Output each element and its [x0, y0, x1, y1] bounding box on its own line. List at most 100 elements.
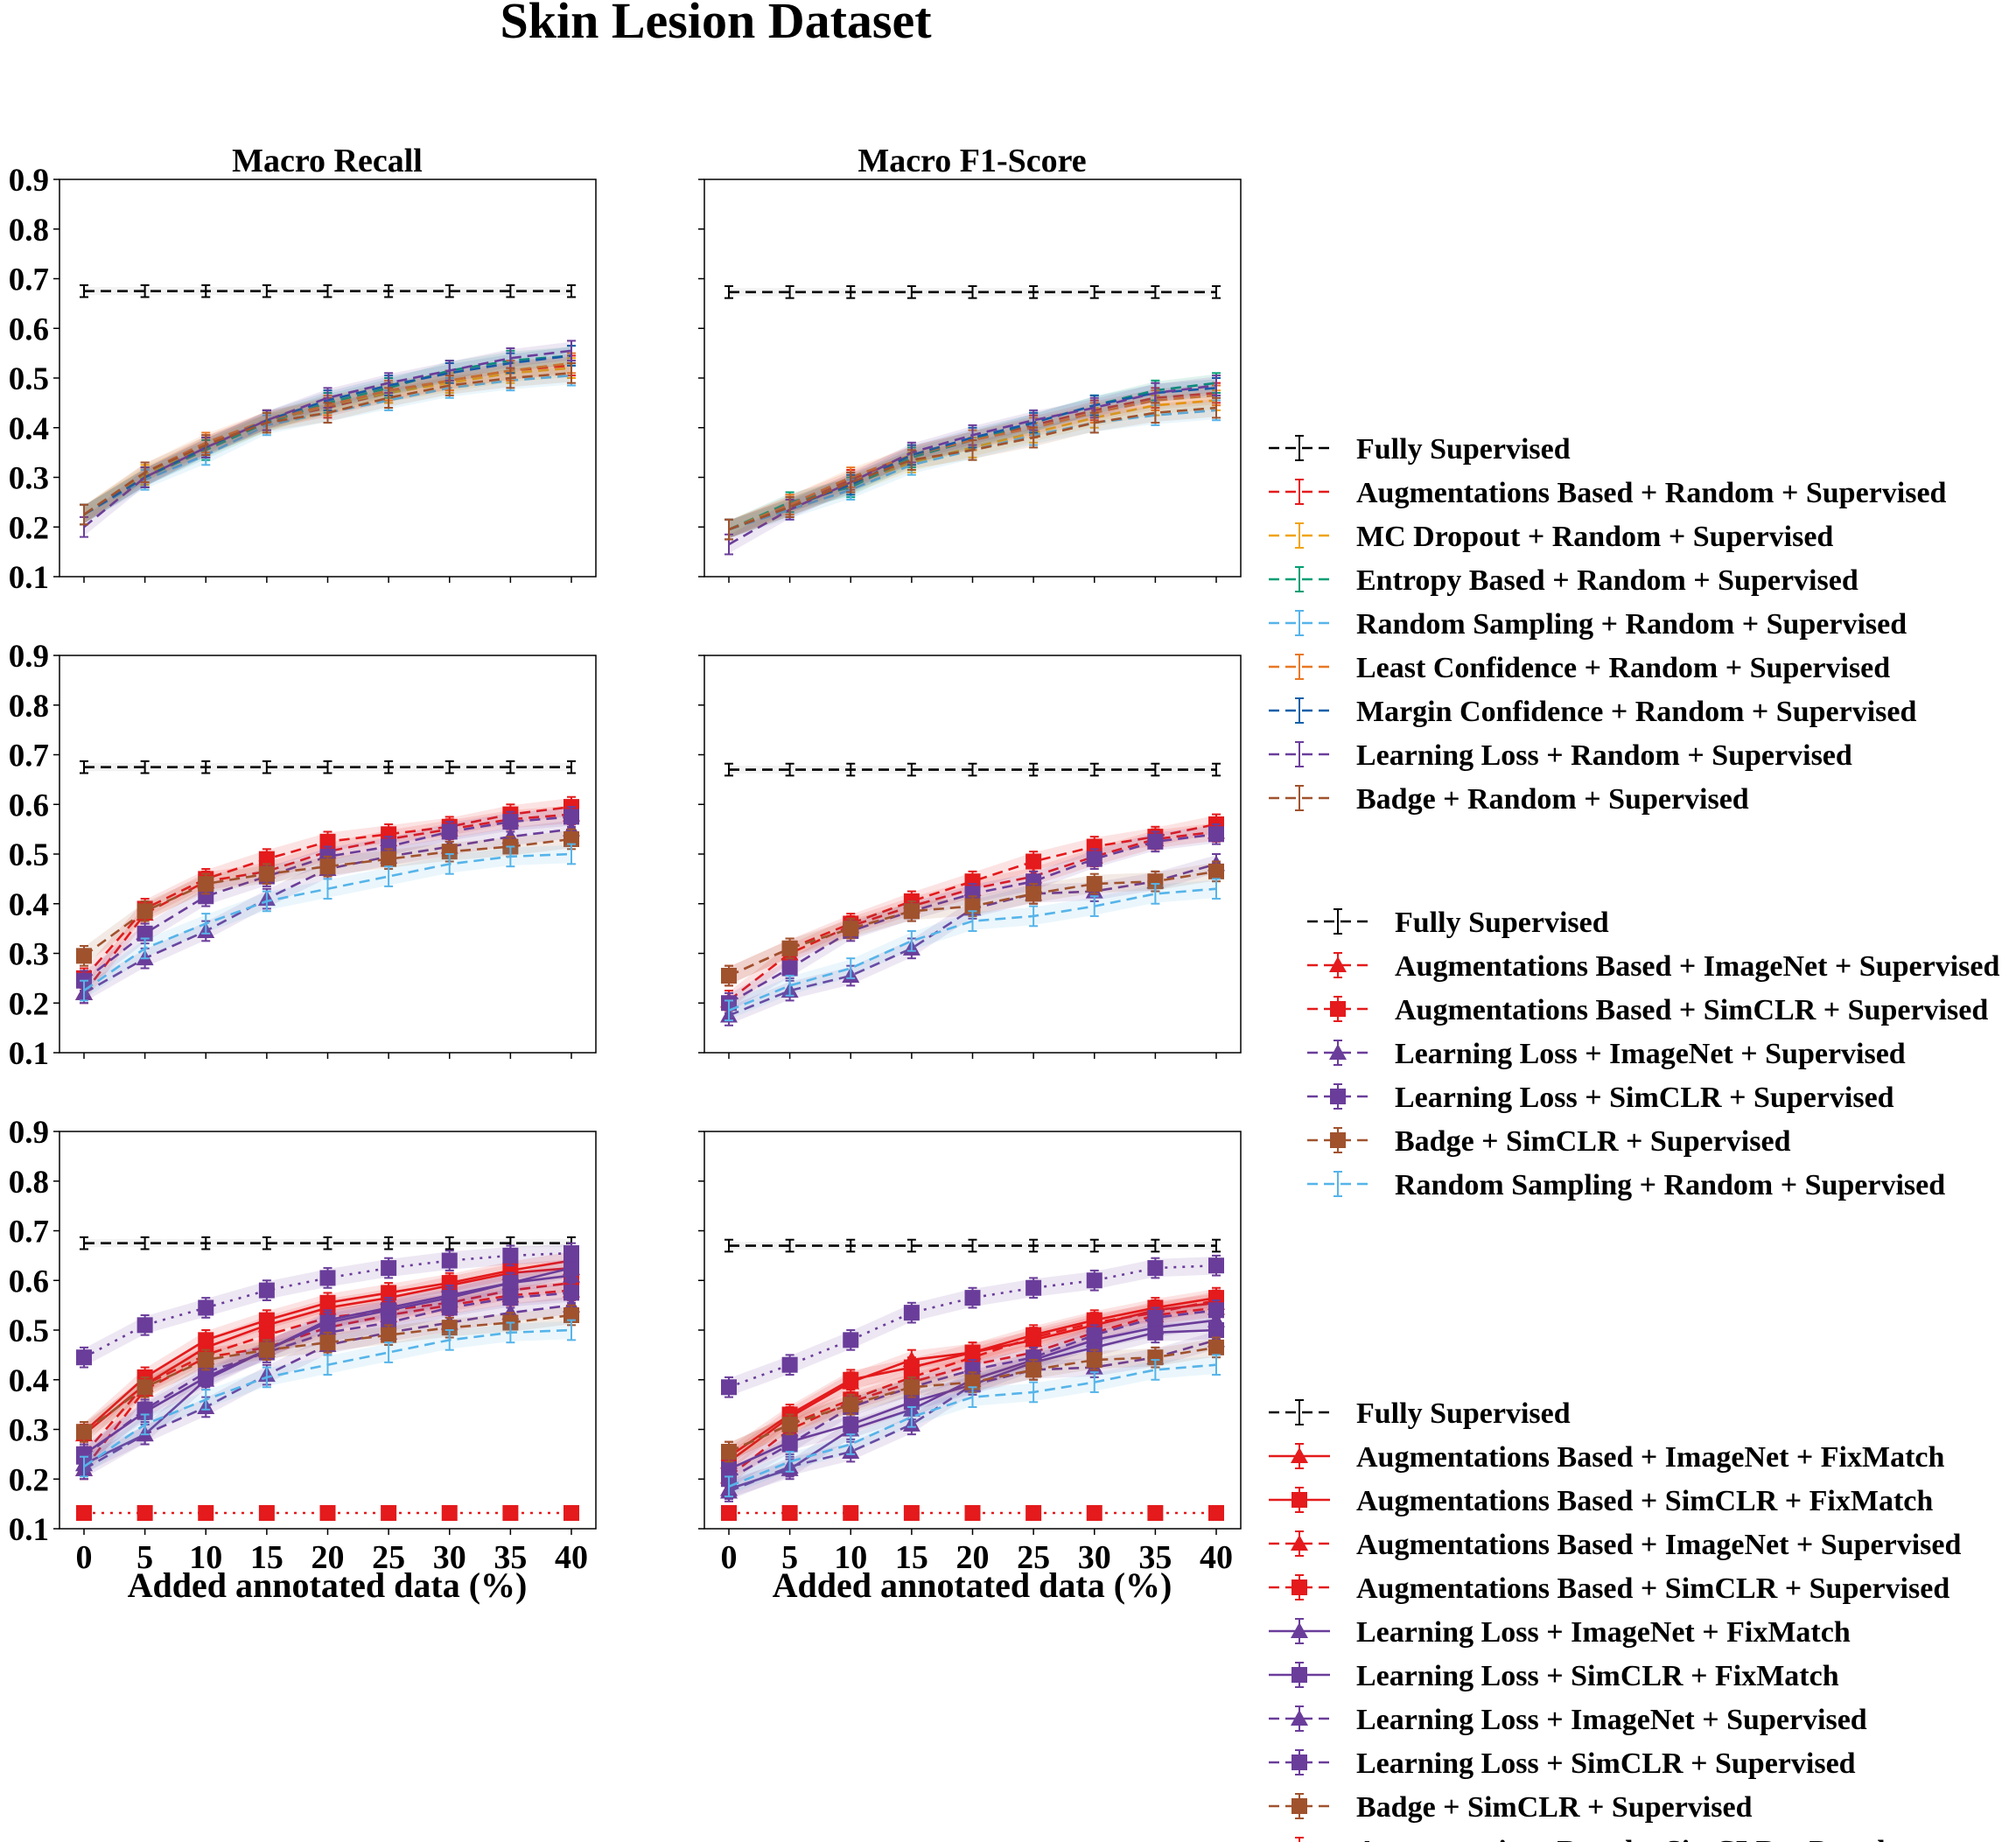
- data-point: [1086, 1272, 1102, 1289]
- legend-0: Fully Supervised Augmentations Based + Ra…: [1269, 433, 1947, 816]
- data-point: [1147, 1260, 1164, 1277]
- data-point: [964, 1505, 981, 1521]
- data-point: [781, 1356, 798, 1373]
- data-point: [1086, 1339, 1102, 1355]
- legend-label: Learning Loss + SimCLR + FixMatch: [1356, 1660, 1839, 1692]
- data-point: [1147, 1349, 1164, 1366]
- series-band: [84, 844, 571, 1000]
- data-point: [258, 1312, 275, 1328]
- data-point: [721, 1444, 737, 1460]
- legend-swatch-marker: [1329, 1044, 1347, 1060]
- series-band: [84, 1266, 571, 1474]
- y-tick-label: 0.6: [9, 312, 49, 347]
- legend-swatch-marker: [1291, 1710, 1308, 1726]
- data-point: [964, 1362, 981, 1378]
- data-point: [564, 1505, 579, 1521]
- data-point: [964, 1374, 981, 1390]
- y-tick-label: 0.3: [9, 1413, 49, 1449]
- data-point: [721, 1379, 737, 1396]
- data-point: [502, 814, 519, 830]
- y-tick-label: 0.1: [9, 560, 49, 596]
- series-group: [75, 760, 580, 1005]
- data-point: [381, 1327, 397, 1343]
- series-band: [729, 1320, 1216, 1479]
- data-point: [1026, 1279, 1042, 1296]
- data-point: [1026, 1505, 1042, 1521]
- series-line: [83, 349, 572, 529]
- panel-2-0: 0.1 0.2 0.3 0.4 0.5 0.6 0.7 0.8 0.9 0 5 10 15 20 25 30 3…: [9, 1115, 597, 1576]
- x-tick-label: 25: [372, 1539, 405, 1576]
- series-band: [84, 1306, 571, 1441]
- data-point: [964, 898, 981, 914]
- plot-area: [704, 179, 1242, 578]
- series-line: [728, 382, 1217, 531]
- data-point: [76, 1505, 92, 1521]
- panel-2-1: 0 5 10 15 20 25 30 35 40: [698, 1131, 1242, 1576]
- data-point: [564, 809, 579, 825]
- series-band: [84, 820, 571, 1003]
- plot-area: [704, 655, 1242, 1054]
- panel-1-0: 0.1 0.2 0.3 0.4 0.5 0.6 0.7 0.8 0.9: [9, 639, 597, 1072]
- series-band: [729, 383, 1216, 539]
- data-point: [502, 1247, 519, 1264]
- data-point: [319, 833, 336, 850]
- data-point: [198, 1505, 214, 1521]
- legend-label: Learning Loss + ImageNet + Supervised: [1395, 1038, 1906, 1070]
- series-line: [728, 1363, 1217, 1488]
- y-tick-label: 0.8: [9, 213, 49, 249]
- data-point: [1208, 1339, 1224, 1355]
- legend-swatch-marker: [1292, 1579, 1307, 1595]
- legend-label: Learning Loss + SimCLR + Supervised: [1356, 1747, 1856, 1780]
- data-point: [258, 1341, 275, 1358]
- data-point: [1147, 1505, 1164, 1521]
- series-band: [84, 347, 571, 524]
- series-line: [728, 394, 1217, 531]
- data-point: [441, 823, 458, 840]
- data-point: [1026, 853, 1042, 870]
- data-point: [564, 1306, 579, 1323]
- data-point: [381, 1314, 397, 1331]
- data-point: [964, 886, 981, 902]
- series-line: [82, 813, 572, 994]
- series-band: [729, 815, 1216, 985]
- data-point: [319, 1334, 336, 1351]
- series-band: [84, 359, 571, 524]
- y-tick-label: 0.5: [9, 361, 49, 397]
- legend-label: Augmentations Based + Random + Supervise…: [1356, 477, 1947, 509]
- data-point: [781, 1416, 798, 1432]
- data-point: [441, 844, 458, 860]
- series-band: [729, 1338, 1216, 1461]
- series-line: [83, 816, 572, 982]
- series-band: [84, 364, 571, 524]
- series-band: [729, 1299, 1216, 1486]
- data-point: [441, 1505, 458, 1521]
- legend-label: Random Sampling + Random + Supervised: [1395, 1169, 1945, 1201]
- x-tick-label: 0: [76, 1539, 93, 1576]
- series-band: [84, 808, 571, 990]
- data-point: [1086, 1352, 1102, 1369]
- column-title-f1: Macro F1-Score: [858, 143, 1086, 179]
- panel-1-1: [698, 655, 1242, 1059]
- data-point: [136, 1379, 153, 1396]
- x-axis-label-left: Added annotated data (%): [128, 1565, 528, 1605]
- data-point: [381, 851, 397, 867]
- data-point: [964, 1290, 981, 1306]
- y-tick-label: 0.9: [9, 1115, 49, 1151]
- series-group: [720, 1238, 1225, 1502]
- data-point: [136, 903, 153, 920]
- x-tick-label: 5: [136, 1539, 153, 1576]
- legend-swatch-marker: [1292, 1798, 1307, 1814]
- y-tick-label: 0.4: [9, 887, 49, 923]
- y-tick-label: 0.7: [9, 739, 49, 774]
- x-tick-label: 0: [721, 1539, 738, 1576]
- x-tick-label: 5: [781, 1539, 798, 1576]
- y-tick-label: 0.2: [9, 986, 49, 1022]
- y-tick-label: 0.6: [9, 1264, 49, 1299]
- data-point: [502, 1290, 519, 1306]
- legend-label: Entropy Based + Random + Supervised: [1356, 564, 1858, 597]
- series-band: [84, 1243, 571, 1367]
- legend-swatch-marker: [1330, 1089, 1346, 1104]
- series-line: [83, 1292, 572, 1458]
- series-band: [84, 1296, 571, 1479]
- data-point: [198, 888, 214, 905]
